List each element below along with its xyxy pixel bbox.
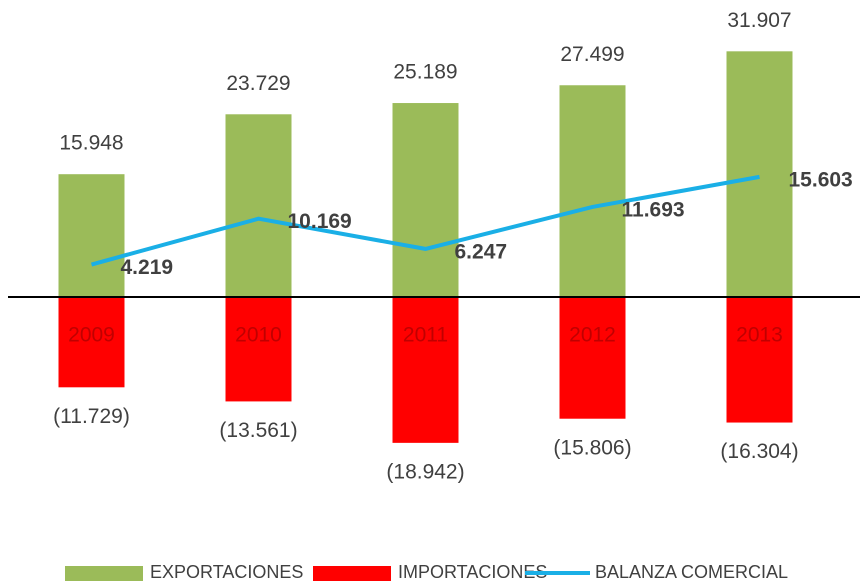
bar	[225, 297, 292, 402]
data-label: (15.806)	[553, 436, 631, 459]
legend-label: EXPORTACIONES	[150, 562, 303, 581]
data-label: (16.304)	[720, 440, 798, 463]
bar	[559, 85, 626, 298]
data-label: 10.169	[288, 210, 352, 233]
data-label: (18.942)	[386, 460, 464, 483]
bar	[392, 297, 459, 443]
legend-label: BALANZA COMERCIAL	[595, 562, 788, 581]
x-tick-label: 2009	[68, 324, 115, 347]
data-label: 23.729	[226, 72, 290, 95]
bar	[58, 174, 125, 297]
line	[90, 174, 760, 267]
bar	[559, 297, 626, 419]
legend-label: IMPORTACIONES	[398, 562, 547, 581]
bar	[726, 51, 793, 297]
data-label: (11.729)	[53, 405, 130, 428]
bar	[392, 103, 459, 297]
data-label: 31.907	[727, 9, 791, 32]
data-label: 25.189	[393, 61, 457, 84]
x-tick-label: 2013	[736, 324, 783, 347]
data-label: 4.219	[121, 256, 174, 279]
legend-swatch	[313, 566, 391, 581]
data-label: 15.948	[59, 132, 123, 155]
bar	[225, 114, 292, 297]
x-tick-label: 2012	[569, 324, 616, 347]
bar	[726, 297, 793, 423]
x-tick-label: 2011	[403, 324, 448, 347]
x-tick-label: 2010	[235, 324, 282, 347]
data-label: 27.499	[560, 43, 624, 66]
data-label: (13.561)	[219, 419, 297, 442]
data-label: 15.603	[789, 168, 853, 191]
data-label: 11.693	[622, 199, 685, 222]
data-label: 6.247	[455, 240, 508, 263]
bar	[58, 297, 125, 388]
legend-swatch	[65, 566, 143, 581]
